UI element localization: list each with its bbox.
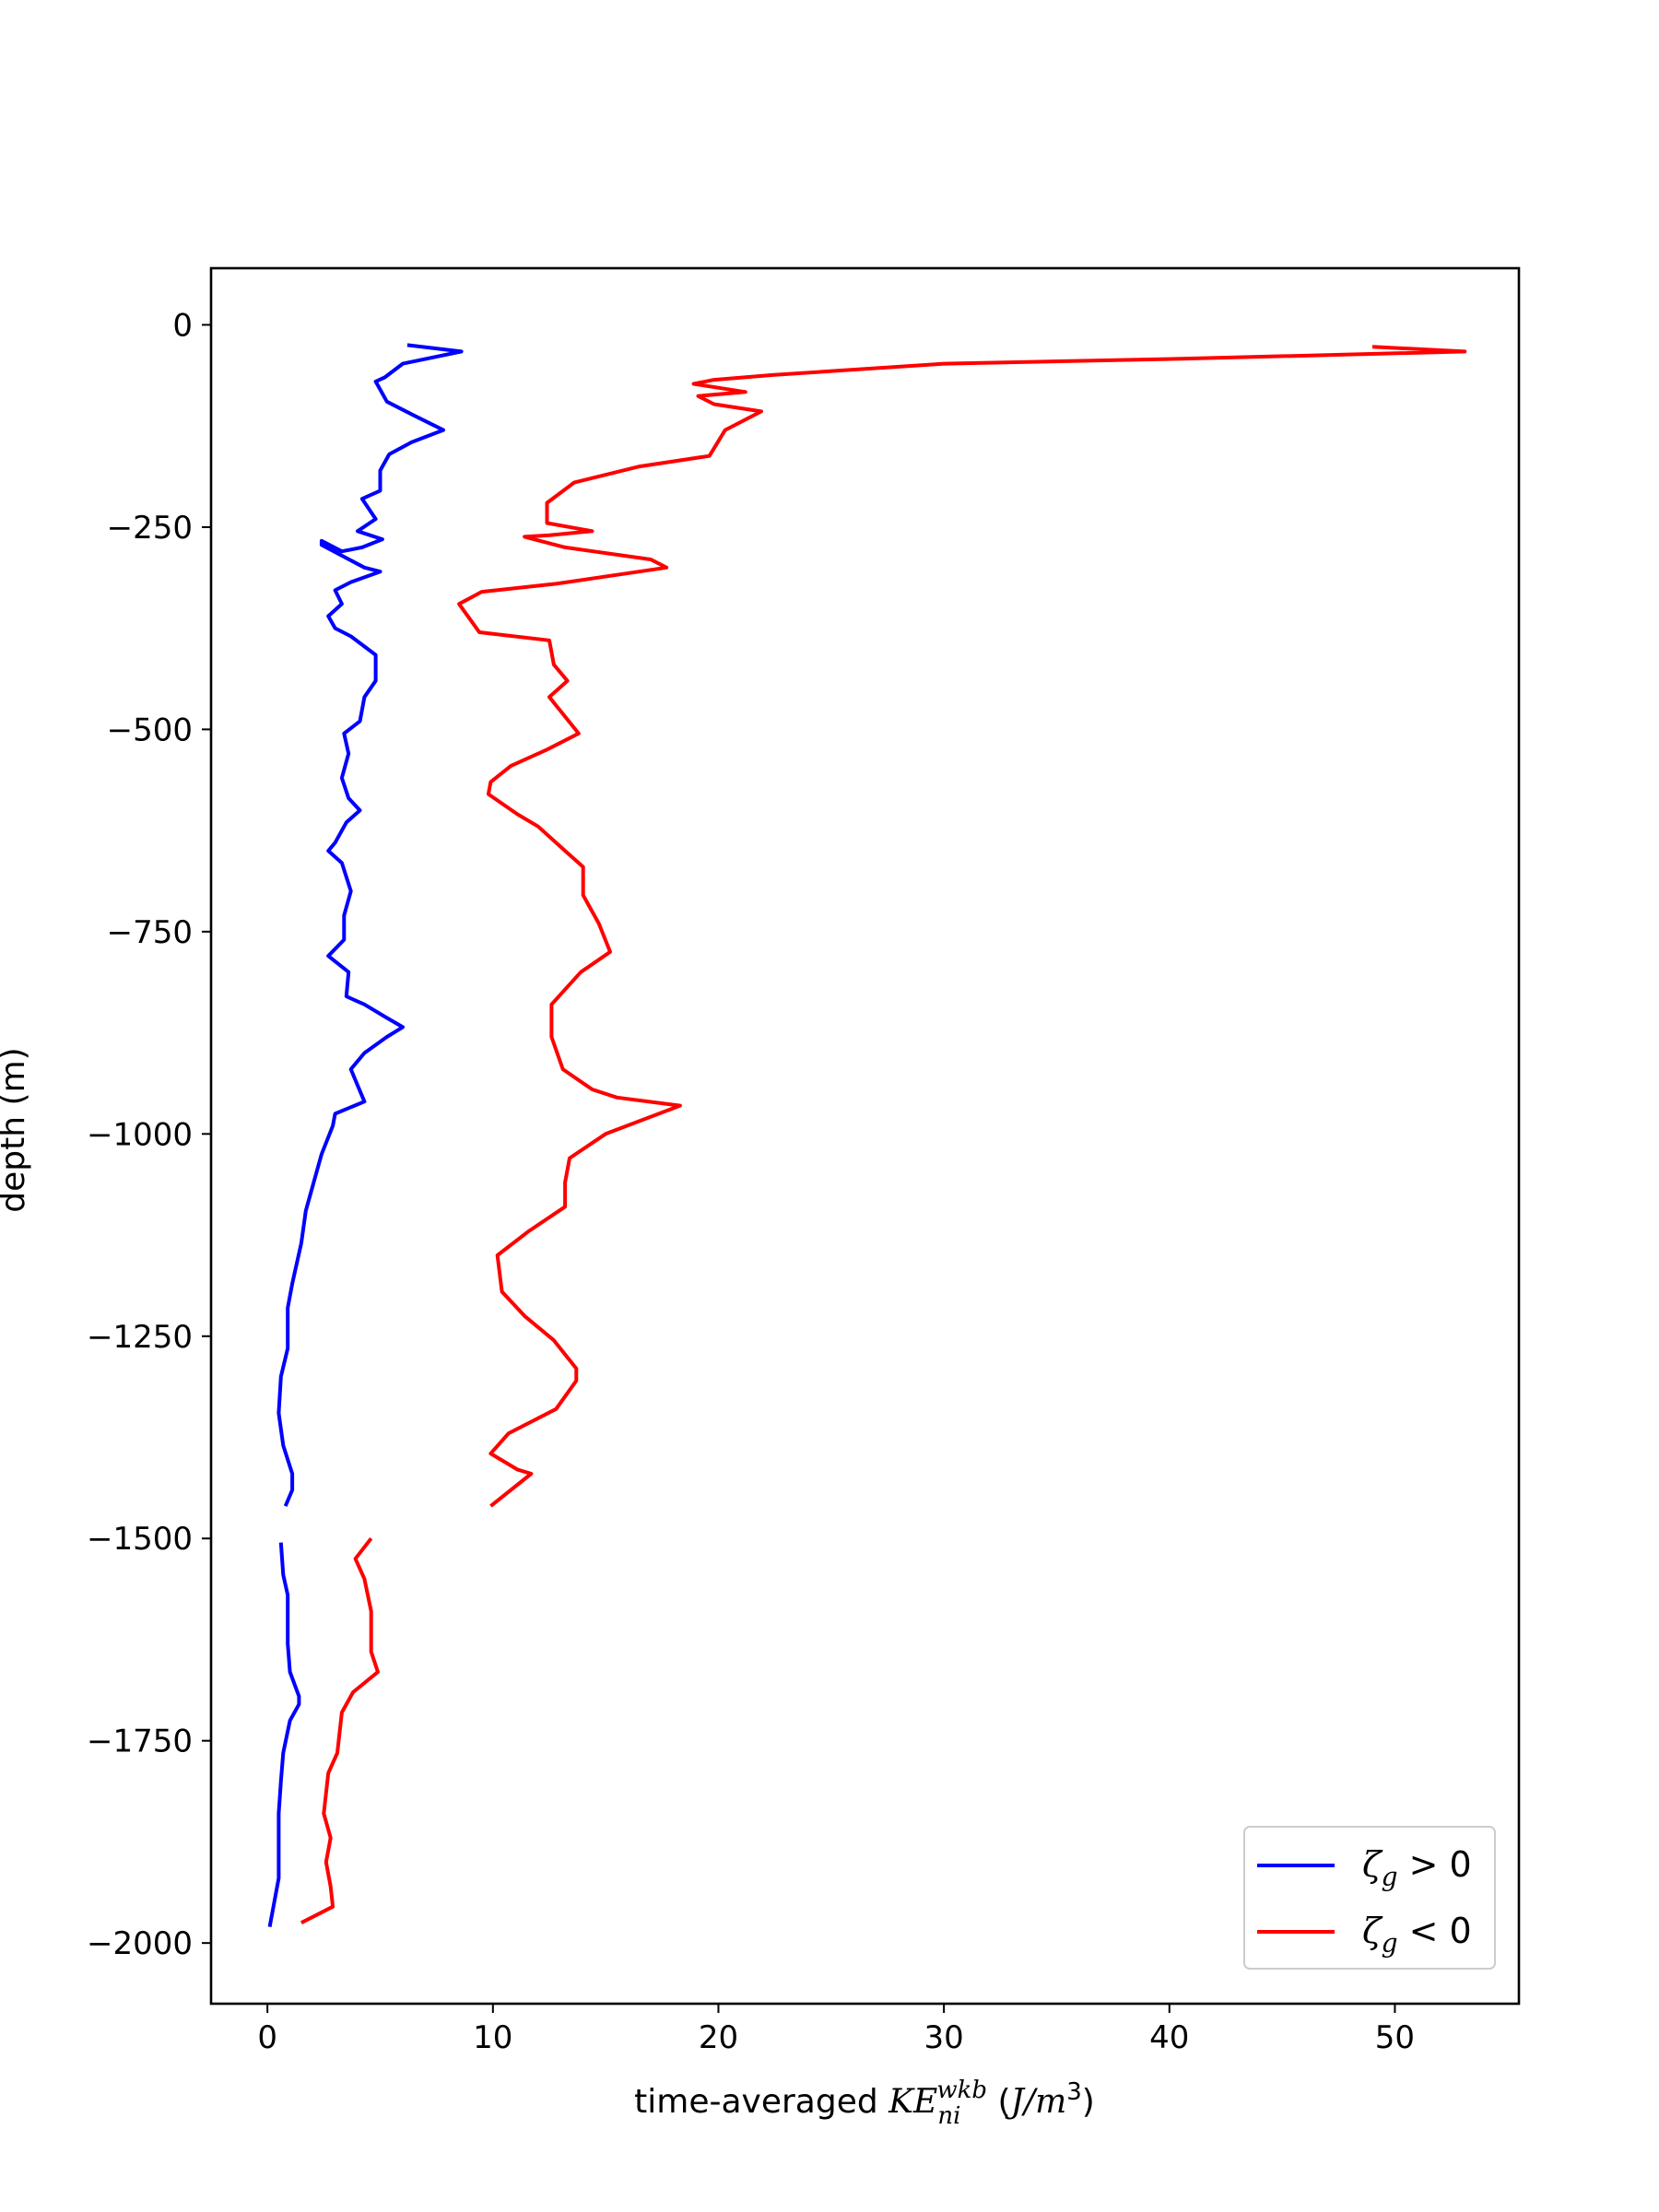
plot-frame [209,266,1521,2006]
x-tick-label: 30 [924,2019,963,2056]
x-tick-label: 40 [1149,2019,1189,2056]
y-axis-label: depth (m) [0,1047,32,1212]
legend: ζg > 0 ζg < 0 [1243,1826,1496,1970]
y-tick-label: −1750 [87,1724,193,1760]
series-line-negative [300,1536,380,1924]
y-tick-label: −500 [107,712,193,748]
legend-label-negative: ζg < 0 [1362,1911,1472,1959]
y-tick-label: 0 [172,307,193,344]
y-tick-label: −250 [107,510,193,547]
x-tick-label: 20 [699,2019,738,2056]
x-tick-label: 10 [473,2019,512,2056]
y-tick-label: −1000 [87,1116,193,1153]
series-line-positive [267,1542,301,1927]
series-line-negative [457,345,1467,1508]
legend-label-positive: ζg > 0 [1362,1844,1472,1892]
series-line-positive [276,343,464,1507]
plot-area [267,343,1467,1927]
y-tick-label: −1250 [87,1319,193,1356]
x-tick-label: 50 [1375,2019,1415,2056]
axis-ticks: 0 10 20 30 40 50 0 −250 −500 −750 −1000 −1250 −1500 −… [87,307,1415,2056]
x-tick-label: 0 [257,2019,277,2056]
x-axis-label: time-averaged KEniwkb (J/m3) [634,2077,1095,2130]
y-tick-label: −750 [107,914,193,951]
y-tick-label: −2000 [87,1925,193,1962]
y-tick-label: −1500 [87,1521,193,1558]
